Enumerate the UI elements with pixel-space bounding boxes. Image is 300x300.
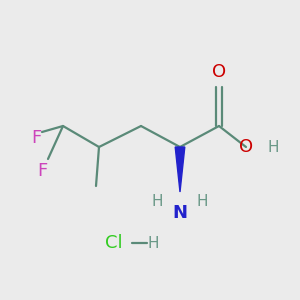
Text: O: O [239,138,253,156]
Text: N: N [172,204,188,222]
Text: F: F [37,162,47,180]
Text: H: H [147,236,159,250]
Text: H: H [267,140,279,154]
Text: O: O [212,63,226,81]
Text: H: H [197,194,208,208]
Text: F: F [31,129,41,147]
Text: Cl: Cl [105,234,123,252]
Polygon shape [175,147,185,192]
Text: H: H [152,194,163,208]
